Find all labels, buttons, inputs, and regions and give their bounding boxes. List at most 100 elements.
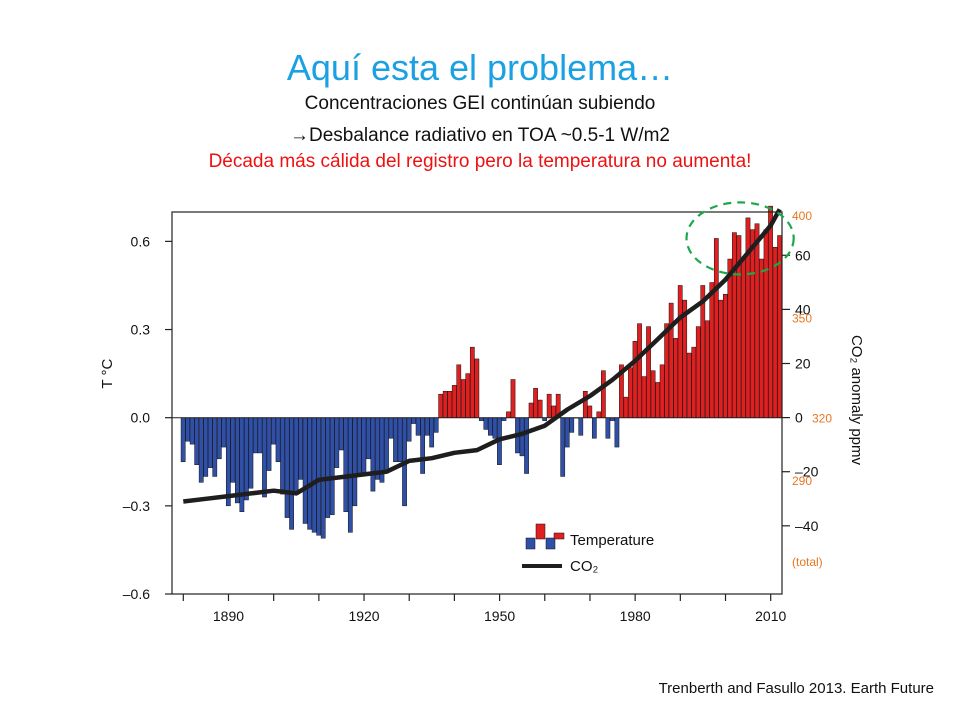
temperature-bar [420,417,425,474]
temperature-bar [727,258,733,418]
legend-temperature-label: Temperature [570,532,654,549]
citation: Trenberth and Fasullo 2013. Earth Future [658,680,934,697]
temperature-bar [632,341,638,418]
co2-total-label: (total) [792,555,823,569]
right-axis-label: CO₂ anomaly ppmv [848,335,865,466]
temperature-bar [528,402,534,418]
temperature-bar [257,417,263,454]
temperature-bar [668,302,674,418]
temperature-bar [578,417,584,436]
temperature-bar [230,417,236,483]
slide-subtitle: Concentraciones GEI continúan subiendo [304,93,656,114]
left-tick-label: 0.6 [131,233,151,249]
temperature-bar [307,417,313,530]
temperature-bar [180,417,186,463]
temperature-bar [759,258,764,418]
temperature-bar [207,417,213,468]
slide-title: Aquí esta el problema… [286,47,674,88]
temperature-bar [216,417,222,460]
temperature-bar [772,247,778,418]
temperature-bar [411,417,416,424]
temperature-bar [244,417,249,501]
temperature-bar [519,417,525,457]
temperature-bar [723,294,728,418]
temperature-bar [763,229,769,418]
temperature-bar [677,285,683,418]
temperature-bar [329,417,335,515]
temperature-bar [673,338,679,418]
temperature-bar [311,417,317,533]
temperature-bar [614,417,620,448]
temperature-bar [686,352,692,418]
temperature-bar [189,417,195,445]
temperature-bar [601,370,606,418]
temperature-bar [293,417,299,495]
temperature-bar [447,391,453,418]
co2-total-tick-label: 400 [792,209,812,223]
temperature-bar [433,417,439,433]
temperature-bar [438,393,444,418]
temperature-bar [325,417,331,518]
temperature-bar [741,258,746,418]
temperature-bar [713,238,719,418]
temperature-bar [415,417,421,436]
temperature-bar [375,417,380,480]
right-tick-label: –40 [795,518,819,534]
temperature-bar [750,229,755,418]
temperature-bar [384,417,389,471]
temperature-bar [343,417,349,512]
temperature-bar [587,405,593,418]
temperature-bar [225,417,231,507]
x-tick-label: 1950 [484,608,515,624]
x-tick-label: 1920 [348,608,379,624]
temperature-bar [623,396,629,418]
temperature-bar [492,417,498,439]
temperature-bar [754,223,760,418]
temperature-bar [691,346,697,418]
temperature-bar [704,320,710,418]
x-tick-label: 1890 [213,608,244,624]
right-tick-label: 40 [795,301,811,317]
arrow-symbol: → [289,125,309,146]
co2-total-tick-label: 350 [792,311,812,325]
temperature-bar [560,417,566,477]
temperature-bar [239,417,245,512]
temperature-bar [591,417,597,439]
temperature-bars [180,205,782,539]
temperature-bar [289,417,294,530]
left-tick-label: –0.3 [123,498,150,514]
temperature-bar [641,376,647,418]
temperature-bar [393,417,398,463]
temperature-bar [646,326,651,418]
temperature-bar [451,385,457,418]
temperature-bar [298,417,303,480]
temperature-bar [302,417,308,524]
temperature-bar [659,364,665,418]
right-tick-label: 20 [795,356,811,372]
temperature-bar [253,417,258,454]
temperature-bar [695,326,701,418]
temperature-bar [424,417,430,436]
temperature-bar [442,391,448,418]
temperature-bar [483,417,489,430]
temperature-bar [338,417,344,451]
legend-co2-label: CO₂ [570,558,599,575]
highlight-ellipse [685,201,795,276]
right-tick-label: 60 [795,247,811,263]
co2-line [183,208,782,504]
temperature-bar [596,411,602,418]
temperature-bar [605,417,611,439]
temperature-bar [284,417,290,518]
temperature-bar [212,417,218,477]
temperature-bar [533,388,538,418]
co2-total-tick-label: 290 [792,474,812,488]
temperature-bar [582,391,588,418]
temperature-bar [221,417,227,448]
temperature-bar [366,417,371,460]
temperature-bar [546,393,552,418]
temperature-bar [537,399,543,418]
slide-line-warmest-decade: Década más cálida del registro pero la t… [208,151,752,172]
temperature-bar [352,417,358,507]
temperature-bar [357,417,362,477]
left-tick-label: 0.0 [131,410,151,426]
